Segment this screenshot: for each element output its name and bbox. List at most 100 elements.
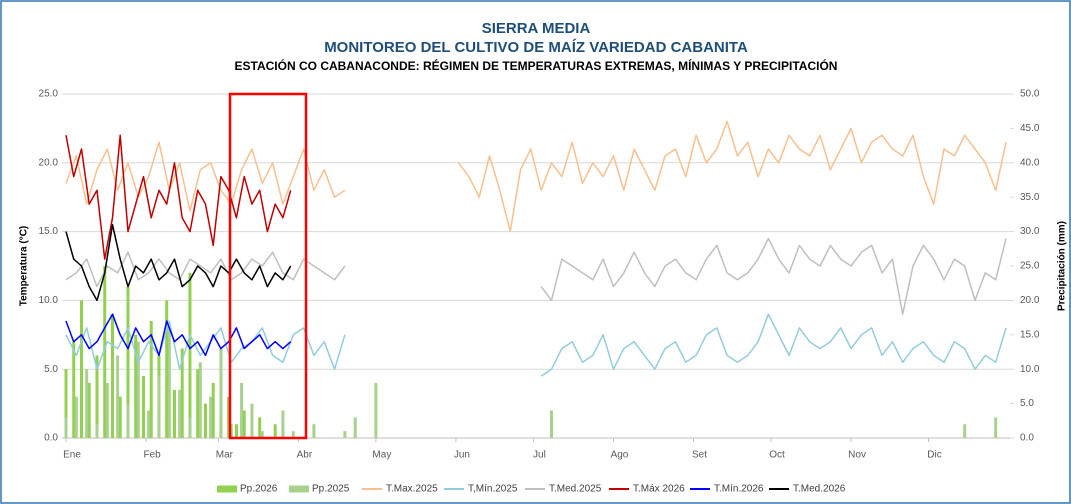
legend-label: T.Máx 2026 <box>633 484 685 495</box>
bar <box>64 417 68 438</box>
line <box>65 313 292 357</box>
bar <box>126 286 130 438</box>
y-tick-label: 25.0 <box>39 89 59 100</box>
chart-title: SIERRA MEDIA <box>482 20 591 37</box>
x-tick-label: Ene <box>63 450 81 461</box>
bar <box>74 396 78 438</box>
bar <box>85 369 89 438</box>
bar <box>240 382 244 438</box>
bar <box>994 417 998 438</box>
bar <box>188 417 192 438</box>
bar <box>374 382 378 438</box>
x-tick-label: Mar <box>216 450 234 461</box>
bar <box>178 389 182 438</box>
y-axis-label: Temperatura (°C) <box>19 226 30 307</box>
bar <box>227 396 231 438</box>
x-tick-label: Set <box>692 450 707 461</box>
bar <box>963 424 967 438</box>
y2-tick-label: 30.0 <box>1020 226 1040 237</box>
bar <box>242 410 246 438</box>
highlight-box <box>228 92 308 440</box>
y-tick-label: 0.0 <box>44 433 58 444</box>
bar <box>116 355 120 438</box>
y2-tick-label: 10.0 <box>1020 364 1040 375</box>
legend-label: T.Mín.2026 <box>714 484 764 495</box>
y2-tick-label: 45.0 <box>1020 123 1040 134</box>
y-tick-label: 20.0 <box>39 157 59 168</box>
legend-label: Pp.2025 <box>312 484 350 495</box>
bar <box>64 369 68 438</box>
bar <box>196 369 200 438</box>
y2-axis-label: Precipitación (mm) <box>1057 221 1068 311</box>
bar <box>219 348 223 438</box>
bar <box>167 327 171 438</box>
y2-tick-label: 0.0 <box>1020 433 1034 444</box>
bar <box>105 382 109 438</box>
bar <box>118 396 122 438</box>
bar <box>103 266 107 438</box>
bar <box>141 376 145 438</box>
bar <box>229 424 233 438</box>
bar <box>258 417 262 438</box>
line <box>65 223 292 302</box>
bar <box>72 341 76 438</box>
x-tick-label: Abr <box>297 450 313 461</box>
y-tick-label: 10.0 <box>39 295 59 306</box>
bar <box>291 431 295 438</box>
legend-swatch <box>217 485 237 493</box>
bar <box>95 424 99 438</box>
y2-tick-label: 25.0 <box>1020 261 1040 272</box>
bar <box>157 376 161 438</box>
x-tick-label: Feb <box>143 450 161 461</box>
bar <box>211 382 215 438</box>
y2-tick-label: 50.0 <box>1020 89 1040 100</box>
x-tick-label: May <box>372 450 391 461</box>
bar <box>149 321 153 438</box>
bar <box>234 424 238 438</box>
bar <box>250 403 254 438</box>
bar <box>79 300 83 438</box>
legend-swatch <box>289 485 309 493</box>
x-tick-label: Ago <box>611 450 629 461</box>
bar <box>180 348 184 438</box>
bar <box>260 431 264 438</box>
y2-tick-label: 40.0 <box>1020 157 1040 168</box>
bar <box>343 431 347 438</box>
bar <box>172 389 176 438</box>
legend-label: T,Mín.2025 <box>468 484 518 495</box>
x-tick-label: Dic <box>927 450 941 461</box>
chart-heading: ESTACIÓN CO CABANACONDE: RÉGIMEN DE TEMP… <box>235 58 838 73</box>
bar <box>136 341 140 438</box>
bar <box>134 334 138 438</box>
x-tick-label: Jul <box>533 450 546 461</box>
line <box>65 134 292 260</box>
legend-label: T.Max.2025 <box>386 484 438 495</box>
line <box>65 313 1007 377</box>
x-tick-label: Nov <box>848 450 866 461</box>
bar <box>312 424 316 438</box>
bar <box>110 314 114 438</box>
bar <box>273 424 277 438</box>
y2-tick-label: 35.0 <box>1020 192 1040 203</box>
y2-tick-label: 20.0 <box>1020 295 1040 306</box>
y-tick-label: 15.0 <box>39 226 59 237</box>
bar <box>549 410 553 438</box>
legend-label: T.Med.2026 <box>793 484 846 495</box>
chart-subtitle: MONITOREO DEL CULTIVO DE MAÍZ VARIEDAD C… <box>324 39 748 56</box>
line <box>65 120 1007 233</box>
bar <box>165 300 169 438</box>
bar <box>95 355 99 438</box>
bar <box>209 396 213 438</box>
legend-label: Pp.2026 <box>240 484 278 495</box>
y2-tick-label: 15.0 <box>1020 329 1040 340</box>
bar <box>87 382 91 438</box>
y2-tick-label: 5.0 <box>1020 398 1034 409</box>
bar <box>281 410 285 438</box>
bar <box>203 403 207 438</box>
y-tick-label: 5.0 <box>44 364 58 375</box>
bar <box>198 362 202 438</box>
bar <box>126 403 130 438</box>
bar <box>353 417 357 438</box>
